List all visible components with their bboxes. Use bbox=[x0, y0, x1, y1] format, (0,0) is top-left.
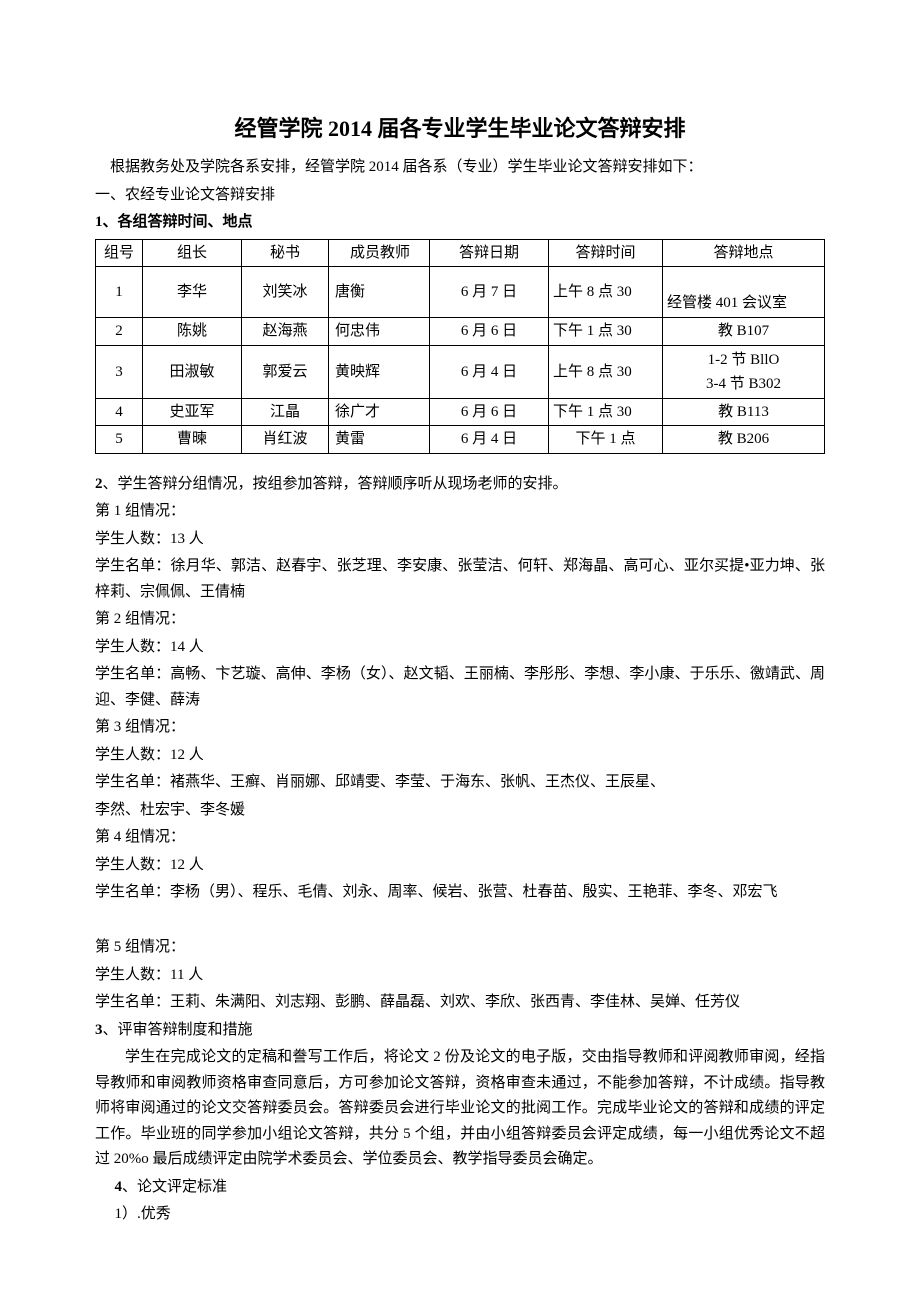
subsection-2-heading: 2、学生答辩分组情况，按组参加答辩，答辩顺序听从现场老师的安排。 bbox=[95, 472, 825, 498]
table-cell: 1 bbox=[96, 267, 143, 318]
group-count: 学生人数：11 人 bbox=[95, 963, 825, 989]
table-cell: 4 bbox=[96, 398, 143, 426]
table-cell: 下午 1 点 30 bbox=[549, 318, 663, 346]
table-row: 3田淑敏郭爱云黄映辉6 月 4 日上午 8 点 301-2 节 BllO3-4 … bbox=[96, 345, 825, 398]
table-row: 4史亚军江晶徐广才6 月 6 日下午 1 点 30教 B113 bbox=[96, 398, 825, 426]
table-cell: 教 B113 bbox=[663, 398, 825, 426]
table-cell: 6 月 7 日 bbox=[430, 267, 549, 318]
group-heading: 第 4 组情况： bbox=[95, 825, 825, 851]
th-secretary: 秘书 bbox=[242, 239, 329, 267]
table-cell: 1-2 节 BllO3-4 节 B302 bbox=[663, 345, 825, 398]
group-list: 学生名单：高畅、卞艺璇、高伸、李杨（女）、赵文韬、王丽楠、李彤彤、李想、李小康、… bbox=[95, 662, 825, 713]
table-cell: 3 bbox=[96, 345, 143, 398]
group-list: 学生名单：王莉、朱满阳、刘志翔、彭鹏、薛晶磊、刘欢、李欣、张西青、李佳林、吴婵、… bbox=[95, 990, 825, 1016]
group-list: 学生名单：褚燕华、王癣、肖丽娜、邱靖雯、李莹、于海东、张帆、王杰仪、王辰星、 bbox=[95, 770, 825, 796]
group-count: 学生人数：14 人 bbox=[95, 635, 825, 661]
group-count: 学生人数：12 人 bbox=[95, 853, 825, 879]
table-cell: 2 bbox=[96, 318, 143, 346]
group-heading: 第 2 组情况： bbox=[95, 607, 825, 633]
table-cell: 唐衡 bbox=[329, 267, 430, 318]
subsection-1-heading: 1、各组答辩时间、地点 bbox=[95, 210, 825, 236]
table-cell: 郭爱云 bbox=[242, 345, 329, 398]
group-list: 学生名单：徐月华、郭洁、赵春宇、张芝理、李安康、张莹洁、何轩、郑海晶、高可心、亚… bbox=[95, 554, 825, 605]
table-cell: 6 月 4 日 bbox=[430, 426, 549, 454]
th-time: 答辩时间 bbox=[549, 239, 663, 267]
table-cell: 教 B206 bbox=[663, 426, 825, 454]
th-group-id: 组号 bbox=[96, 239, 143, 267]
group-count: 学生人数：13 人 bbox=[95, 527, 825, 553]
group-list-cont: 李然、杜宏宇、李冬媛 bbox=[95, 798, 825, 824]
table-cell: 陈姚 bbox=[143, 318, 242, 346]
spacer bbox=[95, 908, 825, 934]
group-list: 学生名单：李杨（男）、程乐、毛倩、刘永、周率、候岩、张营、杜春苗、殷实、王艳菲、… bbox=[95, 880, 825, 906]
table-cell: 江晶 bbox=[242, 398, 329, 426]
subsection-4-heading: 4、论文评定标准 bbox=[95, 1175, 825, 1201]
table-cell: 赵海燕 bbox=[242, 318, 329, 346]
table-cell: 史亚军 bbox=[143, 398, 242, 426]
table-row: 5曹暕肖红波黄雷6 月 4 日下午 1 点教 B206 bbox=[96, 426, 825, 454]
table-cell: 6 月 4 日 bbox=[430, 345, 549, 398]
table-cell: 上午 8 点 30 bbox=[549, 267, 663, 318]
table-cell: 田淑敏 bbox=[143, 345, 242, 398]
th-date: 答辩日期 bbox=[430, 239, 549, 267]
table-cell: 6 月 6 日 bbox=[430, 398, 549, 426]
table-cell: 下午 1 点 bbox=[549, 426, 663, 454]
table-cell: 黄映辉 bbox=[329, 345, 430, 398]
table-header-row: 组号 组长 秘书 成员教师 答辩日期 答辩时间 答辩地点 bbox=[96, 239, 825, 267]
table-cell: 5 bbox=[96, 426, 143, 454]
subsection-3-heading: 3、评审答辩制度和措施 bbox=[95, 1018, 825, 1044]
group-heading: 第 1 组情况： bbox=[95, 499, 825, 525]
table-cell: 刘笑冰 bbox=[242, 267, 329, 318]
subsection-4-1: 1）.优秀 bbox=[95, 1202, 825, 1228]
table-cell: 肖红波 bbox=[242, 426, 329, 454]
table-cell: 徐广才 bbox=[329, 398, 430, 426]
table-row: 1李华刘笑冰唐衡6 月 7 日上午 8 点 30经管楼 401 会议室 bbox=[96, 267, 825, 318]
group-heading: 第 3 组情况： bbox=[95, 715, 825, 741]
table-cell: 上午 8 点 30 bbox=[549, 345, 663, 398]
table-row: 2陈姚赵海燕何忠伟6 月 6 日下午 1 点 30教 B107 bbox=[96, 318, 825, 346]
th-member: 成员教师 bbox=[329, 239, 430, 267]
group-heading: 第 5 组情况： bbox=[95, 935, 825, 961]
table-cell: 李华 bbox=[143, 267, 242, 318]
table-cell: 下午 1 点 30 bbox=[549, 398, 663, 426]
table-cell: 何忠伟 bbox=[329, 318, 430, 346]
table-cell: 教 B107 bbox=[663, 318, 825, 346]
table-cell: 6 月 6 日 bbox=[430, 318, 549, 346]
table-cell: 曹暕 bbox=[143, 426, 242, 454]
page-title: 经管学院 2014 届各专业学生毕业论文答辩安排 bbox=[95, 110, 825, 147]
table-cell: 经管楼 401 会议室 bbox=[663, 267, 825, 318]
section-1-heading: 一、农经专业论文答辩安排 bbox=[95, 183, 825, 209]
th-location: 答辩地点 bbox=[663, 239, 825, 267]
schedule-table: 组号 组长 秘书 成员教师 答辩日期 答辩时间 答辩地点 1李华刘笑冰唐衡6 月… bbox=[95, 239, 825, 454]
intro-text: 根据教务处及学院各系安排，经管学院 2014 届各系（专业）学生毕业论文答辩安排… bbox=[95, 155, 825, 181]
th-leader: 组长 bbox=[143, 239, 242, 267]
group-count: 学生人数：12 人 bbox=[95, 743, 825, 769]
table-cell: 黄雷 bbox=[329, 426, 430, 454]
section-3-paragraph: 学生在完成论文的定稿和誊写工作后，将论文 2 份及论文的电子版，交由指导教师和评… bbox=[95, 1045, 825, 1173]
